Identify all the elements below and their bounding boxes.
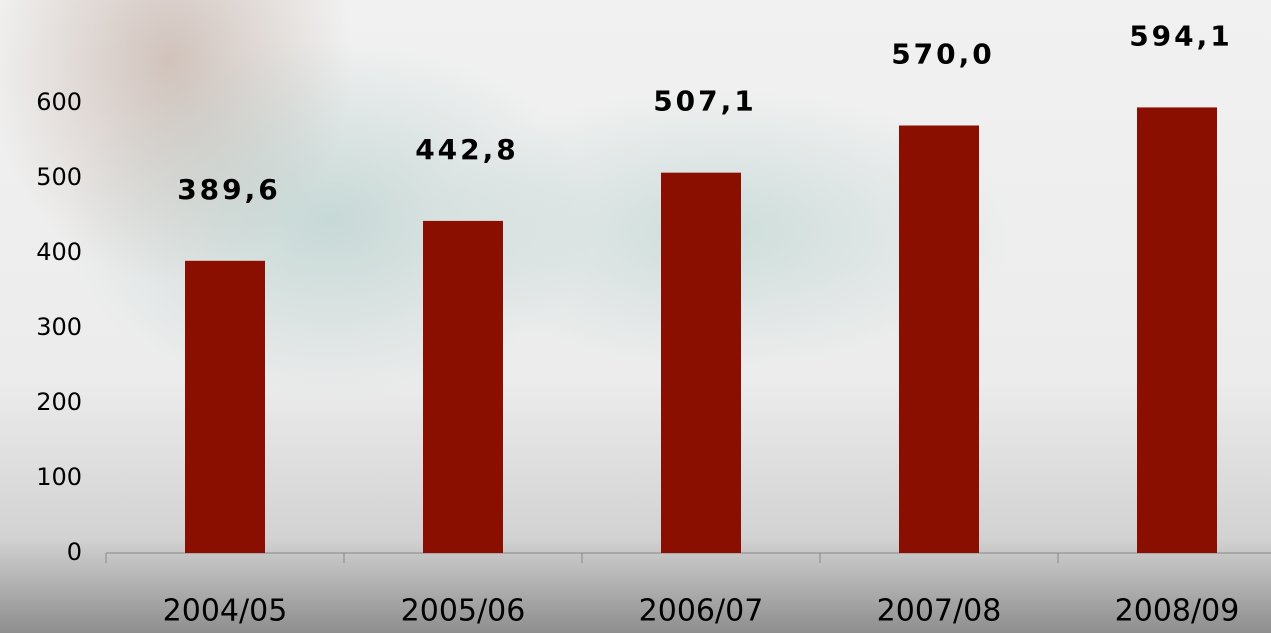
bar [1137, 107, 1217, 553]
y-tick-label: 500 [36, 163, 82, 191]
bar [185, 261, 265, 553]
value-label: 594,1 [1129, 19, 1233, 52]
value-label: 570,0 [891, 38, 995, 71]
x-tick-label: 2005/06 [401, 594, 526, 629]
value-label: 389,6 [177, 173, 281, 206]
y-tick-label: 100 [36, 463, 82, 491]
bar [899, 126, 979, 554]
x-tick-label: 2008/09 [1115, 594, 1240, 629]
x-tick-label: 2004/05 [163, 594, 288, 629]
bar [423, 221, 503, 553]
chart: 0 100 200 300 400 500 600 2004/05 389,6 2005/06 44… [0, 0, 1271, 633]
value-label: 507,1 [653, 85, 757, 118]
y-tick-label: 600 [36, 88, 82, 116]
y-tick-label: 200 [36, 388, 82, 416]
bar [661, 173, 741, 553]
chart-background: 0 100 200 300 400 500 600 2004/05 389,6 2005/06 44… [0, 0, 1271, 633]
y-tick-label: 0 [67, 538, 82, 566]
x-tick-label: 2007/08 [877, 594, 1002, 629]
value-label: 442,8 [415, 133, 519, 166]
y-tick-label: 300 [36, 313, 82, 341]
x-tick-label: 2006/07 [639, 594, 764, 629]
y-tick-label: 400 [36, 238, 82, 266]
